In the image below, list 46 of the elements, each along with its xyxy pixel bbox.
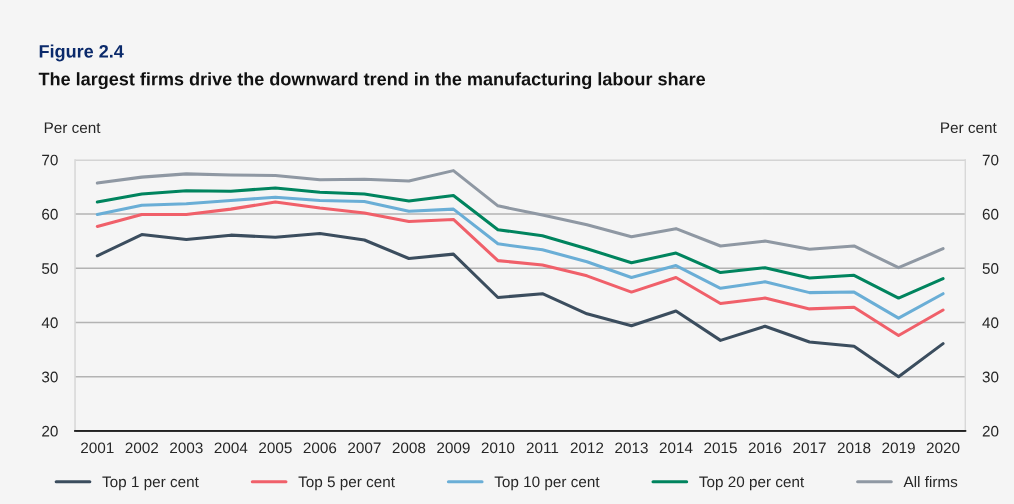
y2-tick-label: 20 (982, 425, 999, 437)
x-tick-label: 2005 (259, 442, 292, 454)
legend-label: Top 5 per cent (298, 476, 395, 491)
y-tick-label: 20 (42, 425, 58, 437)
x-tick-label: 2001 (81, 442, 114, 454)
y-tick-label: 30 (41, 371, 58, 383)
y-axis-title: Per cent (44, 122, 101, 134)
y-tick-label: 70 (42, 154, 58, 166)
line-series (95, 200, 945, 337)
y-tick-label: 40 (41, 317, 58, 329)
y2-tick-label: 60 (982, 208, 999, 220)
chart-subtitle: The largest firms drive the downward trend in the manufacturing labour share (38, 72, 706, 90)
x-tick-label: 2013 (615, 442, 648, 454)
y2-tick-label: 50 (982, 263, 999, 274)
x-tick-label: 2008 (392, 442, 426, 454)
y-tick-label: 60 (42, 208, 58, 220)
x-tick-label: 2009 (437, 442, 470, 454)
x-tick-label: 2020 (926, 442, 960, 454)
line-series (95, 186, 945, 300)
x-tick-label: 2004 (214, 442, 248, 454)
x-tick-label: 2007 (348, 442, 381, 454)
x-tick-label: 2017 (793, 442, 826, 454)
y-tick-label: 50 (41, 263, 58, 274)
legend-label: Top 10 per cent (494, 476, 600, 491)
x-tick-label: 2018 (837, 442, 871, 454)
x-tick-label: 2014 (659, 442, 693, 454)
x-tick-label: 2015 (704, 442, 737, 454)
y2-axis-title: Per cent (941, 122, 997, 134)
x-tick-label: 2019 (882, 442, 915, 454)
line-series (95, 231, 945, 379)
y2-tick-label: 70 (982, 154, 999, 166)
x-tick-label: 2012 (570, 442, 604, 454)
x-tick-label: 2003 (170, 442, 203, 454)
line-series (95, 169, 945, 270)
x-tick-label: 2016 (748, 442, 782, 454)
x-tick-label: 2002 (125, 442, 159, 454)
x-tick-label: 2006 (303, 442, 337, 454)
chart-title: Figure 2.4 (39, 44, 124, 62)
x-tick-label: 2010 (481, 442, 515, 454)
line-series (95, 195, 945, 320)
x-tick-label: 2011 (526, 442, 559, 454)
y2-tick-label: 30 (982, 371, 999, 383)
legend-label: All firms (903, 476, 958, 488)
legend-label: Top 20 per cent (699, 476, 805, 491)
y2-tick-label: 40 (982, 317, 999, 329)
legend-label: Top 1 per cent (102, 476, 199, 491)
